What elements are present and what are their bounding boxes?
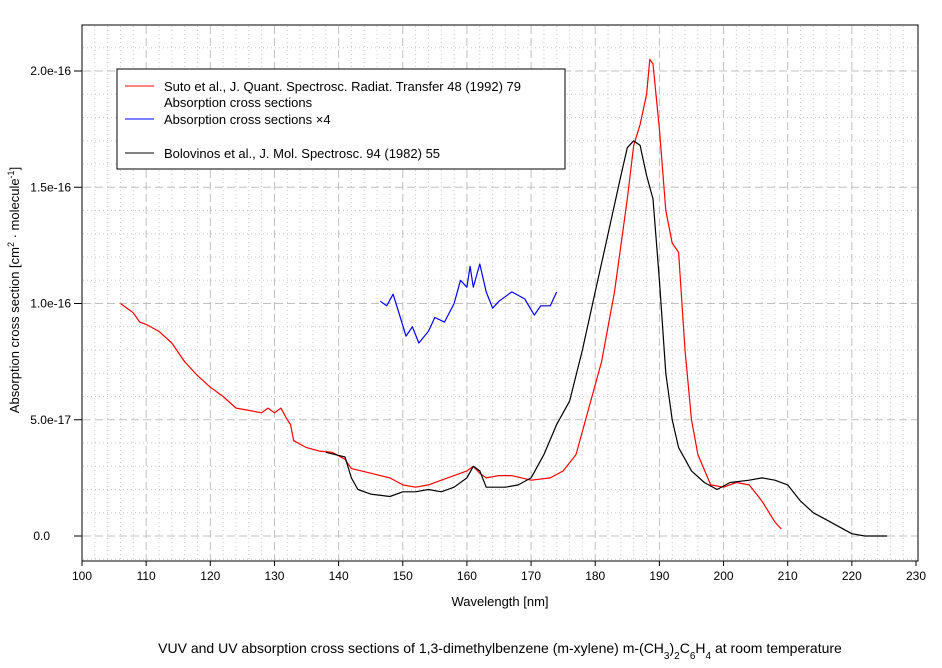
x-tick-label: 190	[649, 569, 669, 583]
x-tick-label: 160	[457, 569, 477, 583]
x-tick-label: 100	[72, 569, 92, 583]
x-tick-label: 210	[778, 569, 798, 583]
x-axis-label: Wavelength [nm]	[451, 594, 548, 609]
series-line-1	[379, 263, 558, 344]
plot-frame	[81, 24, 919, 562]
x-tick-label: 200	[714, 569, 734, 583]
series-line-2	[325, 140, 888, 537]
series-line-0	[120, 58, 782, 530]
x-tick-label: 170	[521, 569, 541, 583]
legend-box	[116, 68, 566, 170]
legend-label-suto-sub: Absorption cross sections	[164, 95, 313, 110]
axis-ticks: 100 110 120 130 140 150 160 170 180 190 200 210 220 2…	[30, 64, 926, 583]
x-tick-label: 150	[393, 569, 413, 583]
x-tick-label: 140	[329, 569, 349, 583]
series-group	[120, 58, 888, 537]
y-axis-label: Absorption cross section [cm2 · molecule…	[6, 167, 22, 413]
x-tick-label: 230	[906, 569, 926, 583]
x-tick-label: 180	[585, 569, 605, 583]
x-tick-label: 220	[842, 569, 862, 583]
x-tick-label: 120	[200, 569, 220, 583]
x-tick-label: 130	[264, 569, 284, 583]
y-tick-label: 5.0e-17	[30, 413, 71, 427]
legend: Suto et al., J. Quant. Spectrosc. Radiat…	[116, 68, 566, 170]
legend-label-x4: Absorption cross sections ×4	[164, 112, 331, 127]
legend-label-bolovinos: Bolovinos et al., J. Mol. Spectrosc. 94 …	[164, 146, 440, 161]
y-tick-label: 1.5e-16	[30, 180, 71, 194]
y-tick-label: 1.0e-16	[30, 297, 71, 311]
x-tick-label: 110	[137, 569, 156, 583]
y-tick-label: 0.0	[33, 529, 50, 543]
legend-label-suto: Suto et al., J. Quant. Spectrosc. Radiat…	[164, 79, 521, 94]
y-tick-label: 2.0e-16	[30, 64, 71, 78]
chart-title: VUV and UV absorption cross sections of …	[158, 640, 842, 662]
